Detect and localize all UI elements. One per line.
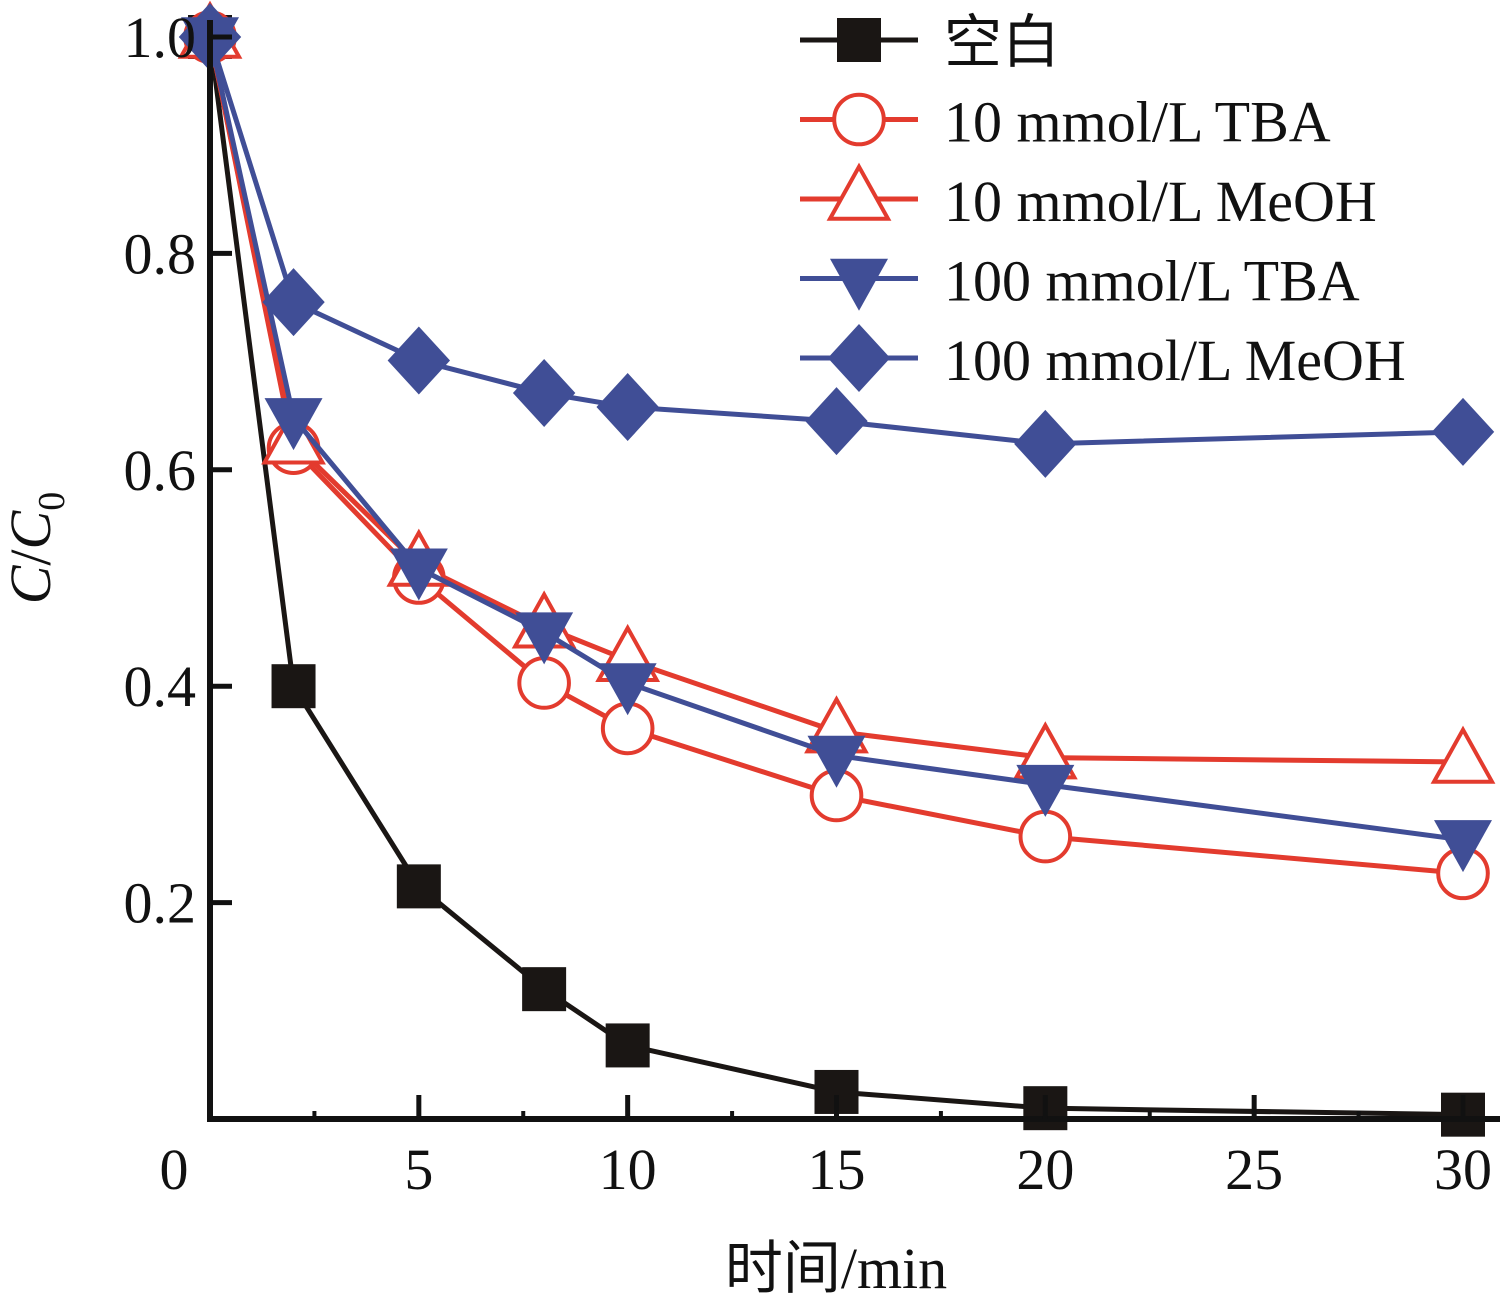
y-tick-label: 0.2 <box>124 871 197 936</box>
x-axis-title: 时间/min <box>725 1236 947 1299</box>
data-point <box>517 656 571 710</box>
legend-item: 10 mmol/L MeOH <box>800 162 1377 234</box>
series-line <box>207 36 1464 876</box>
y-tick-label: 0.8 <box>124 221 197 286</box>
data-point <box>1434 820 1492 873</box>
data-point <box>264 398 323 451</box>
data-point <box>515 612 574 665</box>
legend-marker-icon <box>827 324 891 392</box>
x-tick-label: 30 <box>1434 1137 1492 1202</box>
series-line <box>207 36 1464 843</box>
legend-label: 空白 <box>944 10 1060 75</box>
data-point <box>1018 809 1073 864</box>
data-point <box>1430 725 1496 784</box>
series-4 <box>178 3 1495 478</box>
x-tick-label: 5 <box>404 1137 433 1202</box>
series-0 <box>188 15 1485 1137</box>
data-point <box>805 387 868 456</box>
axes: 0.2 0.4 0.6 0.8 1.0 0 5 10 15 20 25 30 <box>124 5 1500 1202</box>
legend-item: 空白 <box>800 10 1060 75</box>
legend-item: 100 mmol/L TBA <box>800 249 1360 314</box>
x-tick-label: 10 <box>599 1137 657 1202</box>
legend-label: 10 mmol/L TBA <box>944 90 1331 155</box>
data-point <box>1431 397 1495 466</box>
y-title-slash: / <box>0 549 63 566</box>
data-point <box>605 1023 650 1068</box>
data-point <box>387 326 451 395</box>
x-tick-label: 25 <box>1225 1137 1283 1202</box>
legend-label: 100 mmol/L TBA <box>944 249 1360 314</box>
data-point <box>389 548 448 601</box>
legend-marker-icon <box>837 18 881 62</box>
legend-label: 10 mmol/L MeOH <box>944 169 1377 234</box>
y-axis-title: C/C0 <box>0 492 73 605</box>
series-line <box>207 36 1464 1118</box>
legend-label: 100 mmol/L MeOH <box>944 328 1406 393</box>
y-title-c0: C <box>0 509 63 549</box>
data-point <box>271 664 316 709</box>
legend-item: 100 mmol/L MeOH <box>800 324 1406 393</box>
x-tick-label: 15 <box>808 1137 866 1202</box>
legend-marker-icon <box>830 258 888 311</box>
data-point <box>807 735 866 788</box>
y-tick-label: 0.6 <box>124 438 197 503</box>
legend-marker-icon <box>832 92 886 147</box>
data-point <box>522 967 567 1012</box>
data-point <box>262 268 325 337</box>
data-point <box>1014 409 1077 478</box>
y-title-c: C <box>0 564 63 604</box>
y-title-subscript: 0 <box>31 492 73 511</box>
legend: 空白 10 mmol/L TBA 10 mmol/L MeOH 100 mmol/L … <box>800 10 1406 393</box>
y-tick-label: 1.0 <box>124 5 197 70</box>
data-point <box>598 663 657 716</box>
legend-item: 10 mmol/L TBA <box>800 90 1331 155</box>
legend-marker-icon <box>826 162 892 221</box>
data-point <box>396 864 441 909</box>
data-point <box>596 373 659 442</box>
data-point <box>1016 764 1075 817</box>
y-tick-label: 0.4 <box>124 654 197 719</box>
data-point <box>512 358 576 427</box>
x-tick-label: 20 <box>1016 1137 1074 1202</box>
x-tick-label: 0 <box>160 1137 189 1202</box>
series-layer <box>177 0 1496 1137</box>
